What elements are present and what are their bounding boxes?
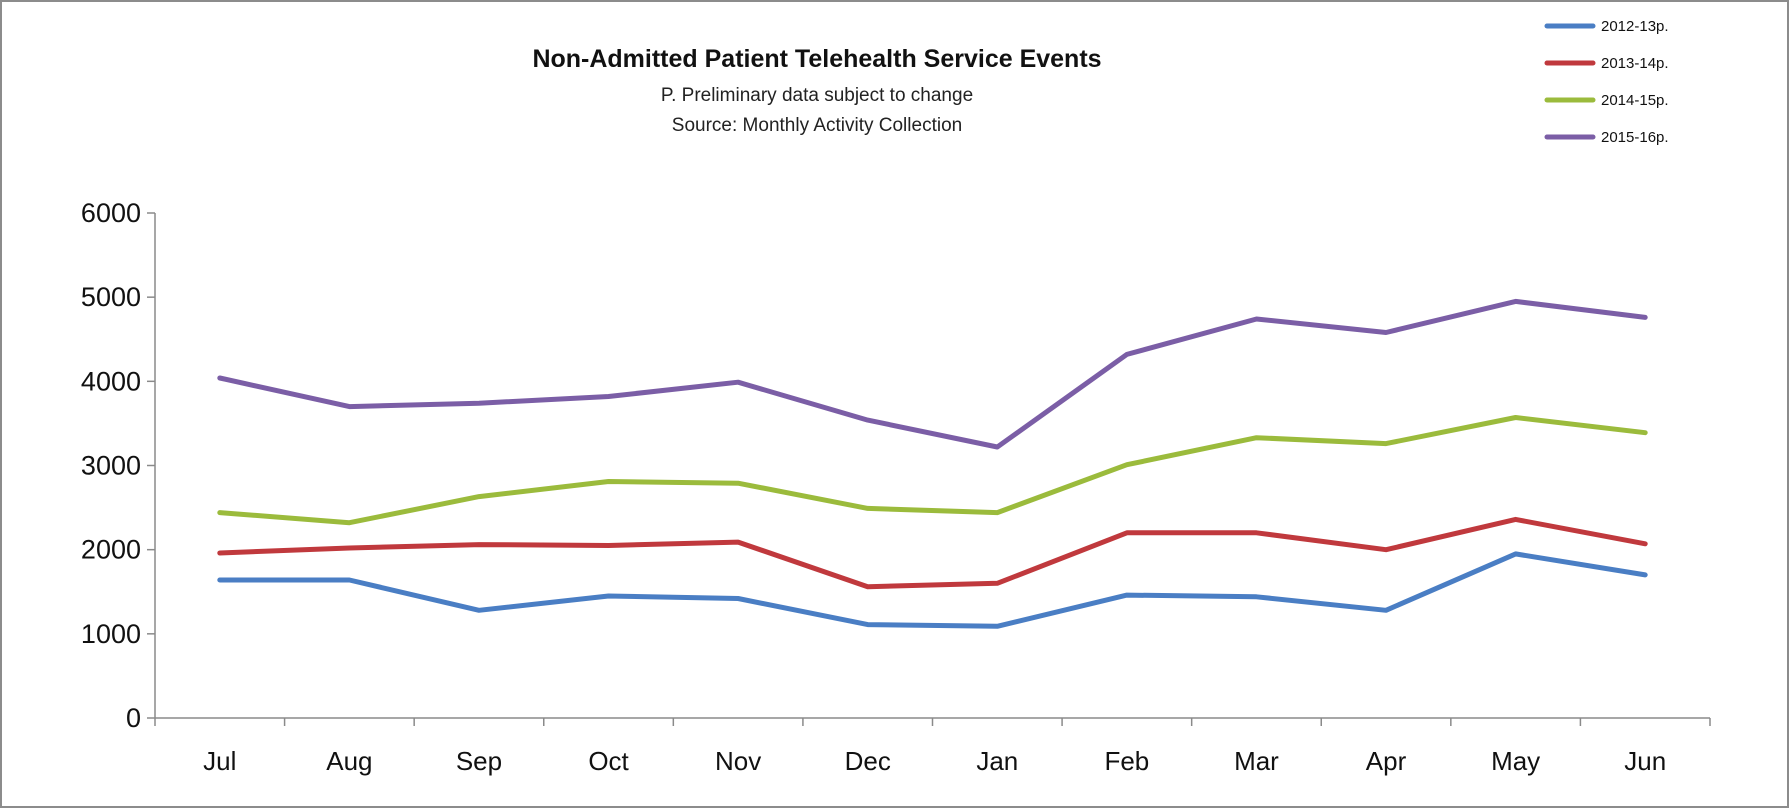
legend-label: 2012-13p.	[1601, 18, 1669, 35]
legend-label: 2013-14p.	[1601, 55, 1669, 72]
x-tick-label-oct: Oct	[588, 746, 629, 776]
legend-label: 2014-15p.	[1601, 92, 1669, 109]
x-tick-label-may: May	[1491, 746, 1540, 776]
x-tick-label-aug: Aug	[326, 746, 372, 776]
y-tick-label: 1000	[81, 619, 141, 649]
chart-title: Non-Admitted Patient Telehealth Service …	[532, 45, 1101, 73]
series-line-2014-15p	[217, 415, 1648, 526]
x-tick-label-jul: Jul	[203, 746, 236, 776]
y-tick-label: 4000	[81, 366, 141, 396]
series-line-2013-14p	[217, 516, 1648, 590]
series-line-2012-13p	[217, 551, 1648, 629]
x-tick-label-sep: Sep	[456, 746, 502, 776]
y-tick-label: 6000	[81, 198, 141, 228]
series-line-2015-16p	[217, 298, 1648, 450]
y-axis: 0 1000 2000 3000 4000 5000 6000	[81, 198, 155, 733]
y-tick-label: 2000	[81, 535, 141, 565]
x-tick-label-mar: Mar	[1234, 746, 1279, 776]
y-tick-label: 5000	[81, 282, 141, 312]
chart-subtitle-preliminary: P. Preliminary data subject to change	[661, 85, 973, 106]
x-axis: Jul Aug Sep Oct Nov Dec Jan Feb Mar Apr May Jun	[154, 718, 1711, 776]
y-tick-label: 0	[126, 703, 141, 733]
x-tick-label-jun: Jun	[1624, 746, 1666, 776]
legend: 2012-13p. 2013-14p. 2014-15p. 2015-16p.	[1544, 18, 1669, 146]
x-tick-label-jan: Jan	[976, 746, 1018, 776]
x-tick-label-apr: Apr	[1366, 746, 1407, 776]
y-tick-label: 3000	[81, 451, 141, 481]
chart-subtitle-source: Source: Monthly Activity Collection	[672, 115, 962, 136]
x-tick-label-dec: Dec	[845, 746, 891, 776]
x-tick-label-nov: Nov	[715, 746, 761, 776]
legend-label: 2015-16p.	[1601, 129, 1669, 146]
series-lines	[217, 298, 1648, 629]
x-tick-label-feb: Feb	[1104, 746, 1149, 776]
